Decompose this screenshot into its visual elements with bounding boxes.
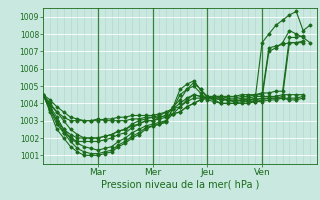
X-axis label: Pression niveau de la mer( hPa ): Pression niveau de la mer( hPa ) (101, 180, 259, 190)
